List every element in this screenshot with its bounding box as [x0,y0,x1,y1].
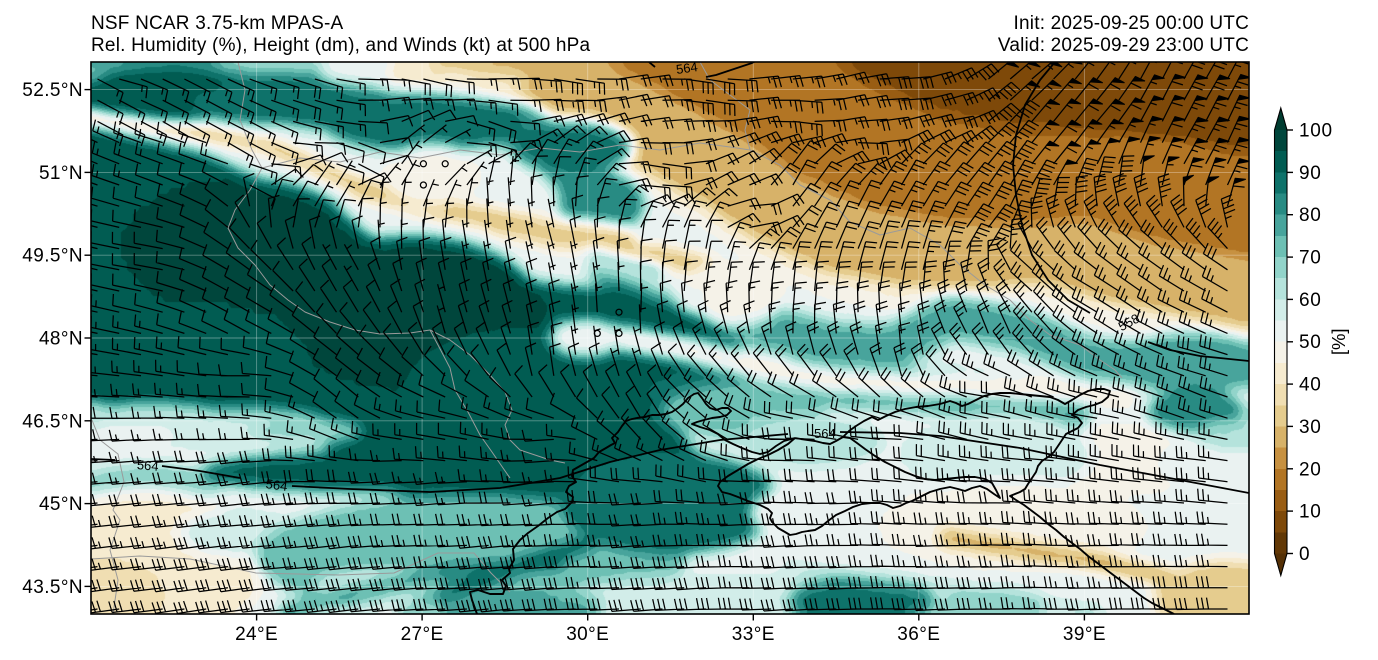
svg-text:564: 564 [265,476,289,494]
svg-text:50: 50 [1299,332,1322,353]
svg-text:30: 30 [1299,417,1322,438]
svg-text:70: 70 [1299,248,1322,269]
svg-text:60: 60 [1299,290,1322,311]
svg-text:Init: 2025-09-25 00:00 UTC: Init: 2025-09-25 00:00 UTC [1014,13,1249,34]
svg-text:49.5°N: 49.5°N [22,246,83,267]
svg-text:27°E: 27°E [401,624,444,645]
svg-text:43.5°N: 43.5°N [22,577,83,598]
svg-text:80: 80 [1299,205,1322,226]
svg-text:24°E: 24°E [235,624,278,645]
svg-text:30°E: 30°E [566,624,609,645]
svg-text:48°N: 48°N [39,329,83,350]
svg-text:90: 90 [1299,163,1322,184]
svg-text:20: 20 [1299,459,1322,480]
svg-text:52.5°N: 52.5°N [22,80,83,101]
svg-text:100: 100 [1299,121,1333,142]
svg-text:0: 0 [1299,544,1310,565]
svg-text:NSF NCAR 3.75-km MPAS-A: NSF NCAR 3.75-km MPAS-A [91,13,343,34]
svg-text:36°E: 36°E [897,624,940,645]
svg-text:564: 564 [675,59,699,77]
svg-text:[%]: [%] [1328,328,1349,355]
svg-text:45°N: 45°N [39,494,83,515]
svg-text:40: 40 [1299,375,1322,396]
svg-text:51°N: 51°N [39,163,83,184]
svg-text:Rel. Humidity (%), Height (dm): Rel. Humidity (%), Height (dm), and Wind… [91,35,590,56]
svg-text:46.5°N: 46.5°N [22,411,83,432]
svg-text:Valid: 2025-09-29 23:00 UTC: Valid: 2025-09-29 23:00 UTC [998,35,1249,56]
svg-text:564: 564 [136,457,159,474]
svg-text:39°E: 39°E [1063,624,1106,645]
svg-text:10: 10 [1299,502,1322,523]
svg-text:33°E: 33°E [732,624,775,645]
